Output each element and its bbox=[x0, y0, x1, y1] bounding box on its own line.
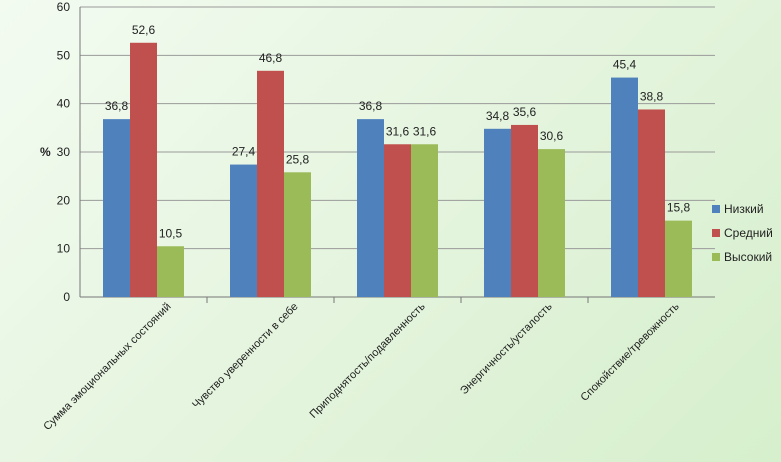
bar bbox=[130, 42, 157, 298]
bar bbox=[511, 124, 538, 297]
legend-label: Низкий bbox=[724, 202, 764, 216]
bar bbox=[257, 70, 284, 297]
data-label: 45,4 bbox=[613, 58, 637, 72]
bar bbox=[638, 109, 665, 297]
data-label: 52,6 bbox=[132, 23, 156, 37]
bar bbox=[357, 119, 384, 297]
legend-swatch bbox=[712, 229, 720, 237]
bar bbox=[284, 172, 311, 297]
category-labels: Сумма эмоциональных состояний Чувство уве… bbox=[41, 300, 681, 432]
bar bbox=[157, 246, 184, 297]
data-label: 30,6 bbox=[540, 129, 564, 143]
legend-swatch bbox=[712, 205, 720, 213]
data-label: 27,4 bbox=[232, 145, 256, 159]
bar bbox=[230, 164, 257, 297]
category-label: Спокойствие/тревожность bbox=[579, 300, 682, 403]
legend-label: Средний bbox=[724, 226, 773, 240]
data-labels: 36,852,610,527,446,825,836,831,6 31,634,8… bbox=[105, 23, 691, 240]
data-label: 10,5 bbox=[159, 226, 183, 240]
data-label: 25,8 bbox=[286, 152, 310, 166]
data-label: 36,8 bbox=[359, 99, 383, 113]
bar bbox=[411, 144, 438, 297]
category-label: Чувство уверенности в себе bbox=[190, 301, 300, 411]
category-label: Приподнятость/подавленность bbox=[308, 300, 428, 420]
bar bbox=[484, 128, 511, 297]
data-label: 34,8 bbox=[486, 109, 510, 123]
data-label: 46,8 bbox=[259, 51, 283, 65]
bar bbox=[103, 119, 130, 297]
data-label: 31,6 bbox=[413, 124, 437, 138]
data-label: 36,8 bbox=[105, 99, 129, 113]
y-tick-label: 10 bbox=[57, 242, 71, 256]
y-tick-label: 0 bbox=[63, 290, 70, 304]
data-label: 15,8 bbox=[667, 201, 691, 215]
y-tick-labels: 0 10 20 30 40 50 60 bbox=[57, 0, 71, 304]
data-label: 38,8 bbox=[640, 89, 664, 103]
y-tick-label: 40 bbox=[57, 97, 71, 111]
bar bbox=[538, 149, 565, 297]
data-label: 31,6 bbox=[386, 124, 410, 138]
bar bbox=[665, 220, 692, 297]
legend-label: Высокий bbox=[724, 250, 772, 264]
y-tick-label: 50 bbox=[57, 48, 71, 62]
bar bbox=[384, 144, 411, 297]
y-tick-label: 30 bbox=[57, 145, 71, 159]
bar bbox=[611, 77, 638, 297]
legend-swatch bbox=[712, 253, 720, 261]
category-label: Сумма эмоциональных состояний bbox=[41, 301, 173, 433]
data-label: 35,6 bbox=[513, 105, 537, 119]
y-tick-label: 20 bbox=[57, 193, 71, 207]
bars bbox=[103, 42, 692, 298]
y-tick-label: 60 bbox=[57, 0, 71, 14]
category-label: Энергичность/усталость bbox=[458, 300, 555, 397]
legend: Низкий Средний Высокий bbox=[712, 202, 773, 264]
y-axis-label: % bbox=[40, 145, 51, 159]
